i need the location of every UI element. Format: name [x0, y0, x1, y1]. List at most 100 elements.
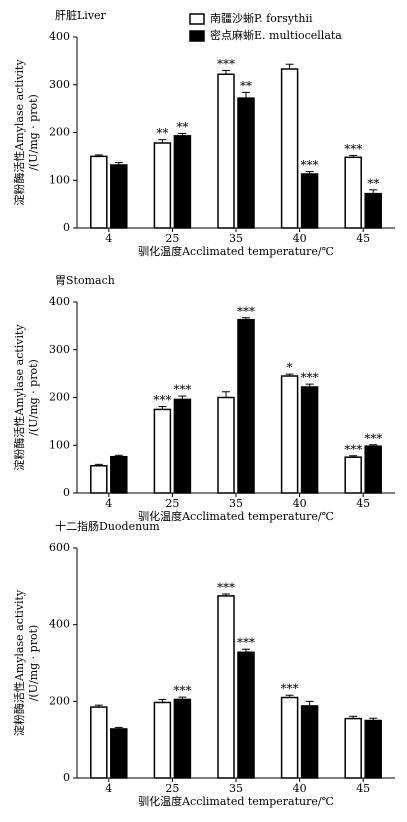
chart-title: 胃Stomach	[55, 274, 115, 287]
legend-label: 密点麻蜥E. multiocellata	[210, 28, 342, 42]
error-bar	[242, 648, 250, 653]
bar	[217, 595, 235, 779]
y-tick-label: 300	[49, 343, 70, 356]
bar	[173, 135, 192, 229]
bar	[173, 698, 192, 779]
bar	[364, 192, 382, 229]
bar	[364, 719, 382, 779]
error-bar	[305, 171, 314, 175]
error-bar	[114, 454, 123, 457]
y-tick-label: 0	[63, 771, 70, 784]
error-bar	[285, 63, 294, 69]
bar	[90, 706, 108, 779]
significance-label: ***	[281, 682, 299, 696]
y-axis-label: /(U/mg · prot)	[27, 625, 40, 702]
error-bar	[349, 154, 358, 158]
y-tick-label: 0	[63, 221, 70, 234]
y-tick-label: 200	[49, 694, 70, 707]
y-axis-label: /(U/mg · prot)	[27, 359, 40, 436]
x-tick-label: 40	[293, 232, 307, 245]
bar	[300, 705, 319, 779]
legend-swatch	[189, 30, 205, 42]
error-bar	[222, 391, 230, 398]
error-bar	[305, 383, 314, 387]
bar	[90, 155, 108, 229]
bar	[153, 142, 172, 229]
error-bar	[242, 317, 250, 320]
significance-label: ***	[217, 581, 235, 595]
x-tick-label: 35	[229, 232, 243, 245]
error-bar	[349, 715, 358, 719]
x-tick-label: 25	[165, 782, 179, 795]
significance-label: ***	[173, 383, 191, 397]
error-bar	[94, 154, 103, 157]
error-bar	[222, 593, 230, 596]
y-tick-label: 400	[49, 30, 70, 43]
error-bar	[222, 69, 230, 75]
error-bar	[285, 373, 294, 377]
x-tick-label: 35	[229, 497, 243, 510]
significance-label: **	[240, 79, 252, 93]
error-bar	[94, 704, 103, 708]
bar	[217, 396, 235, 494]
significance-label: **	[176, 120, 188, 134]
significance-label: **	[367, 176, 379, 190]
error-bar	[178, 395, 187, 400]
significance-label: ***	[237, 304, 255, 318]
bar	[280, 696, 299, 779]
error-bar	[94, 463, 103, 466]
x-tick-label: 4	[105, 497, 112, 510]
legend-label: 南疆沙蜥P. forsythii	[210, 12, 313, 25]
bar	[364, 445, 382, 494]
y-axis-label: 淀粉酶活性Amylase activity	[12, 324, 26, 471]
bar	[153, 701, 172, 779]
y-tick-label: 300	[49, 78, 70, 91]
x-tick-label: 4	[105, 782, 112, 795]
error-bar	[369, 717, 378, 721]
error-bar	[158, 139, 167, 144]
significance-label: ***	[153, 393, 171, 407]
bar	[173, 398, 192, 494]
bar	[300, 386, 319, 494]
y-tick-label: 400	[49, 295, 70, 308]
chart-title: 肝脏Liver	[55, 9, 107, 22]
x-axis-label: 驯化温度Acclimated temperature/℃	[138, 509, 334, 523]
error-bar	[349, 455, 358, 458]
error-bar	[369, 189, 378, 194]
error-bar	[158, 406, 167, 410]
chart-title: 十二指肠Duodenum	[55, 519, 160, 533]
bar	[280, 68, 299, 229]
significance-label: ***	[217, 57, 235, 71]
bar	[237, 318, 255, 494]
y-axis-label: /(U/mg · prot)	[27, 94, 40, 171]
error-bar	[158, 698, 167, 703]
bar	[344, 456, 362, 494]
significance-label: ***	[301, 158, 319, 172]
bar	[344, 156, 362, 229]
error-bar	[178, 696, 187, 700]
y-axis-label: 淀粉酶活性Amylase activity	[12, 59, 26, 206]
bar	[153, 408, 172, 494]
error-bar	[178, 132, 187, 136]
error-bar	[369, 444, 378, 447]
x-axis-label: 驯化温度Acclimated temperature/℃	[138, 244, 334, 258]
significance-label: ***	[364, 431, 382, 445]
significance-label: ***	[173, 684, 191, 698]
x-tick-label: 25	[165, 232, 179, 245]
x-tick-label: 25	[165, 497, 179, 510]
x-tick-label: 40	[293, 782, 307, 795]
error-bar	[242, 91, 250, 99]
error-bar	[285, 694, 294, 698]
error-bar	[114, 726, 123, 729]
bar	[110, 164, 128, 229]
x-tick-label: 40	[293, 497, 307, 510]
y-tick-label: 200	[49, 126, 70, 139]
bar	[110, 728, 128, 779]
significance-label: ***	[237, 636, 255, 650]
significance-label: ***	[301, 371, 319, 385]
y-tick-label: 200	[49, 391, 70, 404]
bar	[300, 173, 319, 229]
error-bar	[305, 700, 314, 706]
bar	[344, 717, 362, 779]
significance-label: ***	[344, 142, 362, 156]
